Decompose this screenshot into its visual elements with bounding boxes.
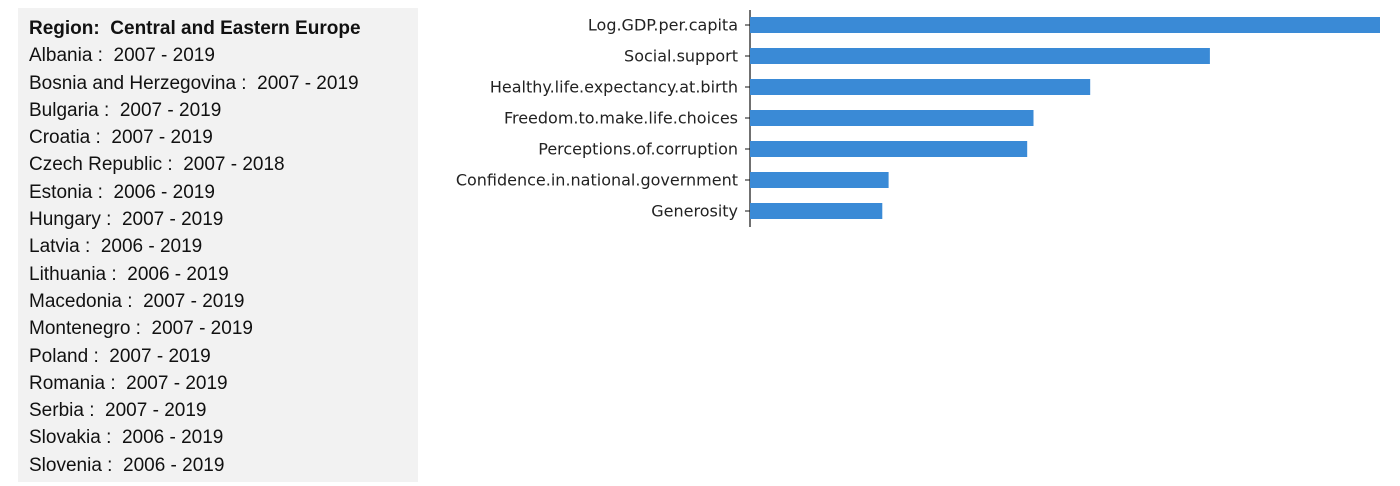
bar-confidence-in-national-government	[750, 172, 889, 188]
country-name: Montenegro	[29, 318, 131, 340]
country-row: Serbia : 2007 - 2019	[29, 397, 418, 424]
country-year-range: 2007 - 2019	[126, 372, 228, 394]
country-row: Bulgaria : 2007 - 2019	[29, 97, 418, 124]
country-year-range: 2007 - 2019	[121, 209, 224, 231]
country-separator: :	[100, 427, 122, 449]
bar-generosity	[750, 203, 883, 219]
bar-log-gdp-per-capita	[750, 17, 1380, 33]
country-name: Poland	[29, 345, 89, 367]
country-name: Lithuania	[29, 263, 107, 285]
country-year-range: 2006 - 2019	[100, 236, 203, 258]
country-year-range: 2007 - 2019	[105, 400, 207, 422]
country-name: Romania	[29, 372, 106, 394]
region-title: Region: Central and Eastern Europe	[29, 15, 418, 42]
y-tick-label: Generosity	[651, 202, 738, 221]
country-separator: :	[90, 127, 112, 149]
country-name: Slovenia	[29, 454, 102, 476]
country-name: Albania	[29, 45, 93, 67]
y-tick-label: Social.support	[624, 47, 738, 66]
feature-importance-chart: Log.GDP.per.capita Social.support Healthy.…	[420, 0, 1400, 240]
country-separator: :	[106, 263, 128, 285]
country-year-range: 2007 - 2019	[109, 345, 211, 367]
country-row: Slovakia : 2006 - 2019	[29, 424, 418, 451]
country-row: Estonia : 2006 - 2019	[29, 179, 418, 206]
country-name: Croatia	[29, 127, 91, 149]
country-row: Latvia : 2006 - 2019	[29, 233, 418, 260]
y-tick-label: Confidence.in.national.government	[456, 171, 738, 190]
country-name: Bosnia and Herzegovina	[29, 72, 237, 94]
country-row: Croatia : 2007 - 2019	[29, 124, 418, 151]
bar-freedom-to-make-life-choices	[750, 110, 1034, 126]
country-row: Macedonia : 2007 - 2019	[29, 288, 418, 315]
country-separator: :	[92, 181, 114, 203]
bar-chart-svg: Log.GDP.per.capita Social.support Healthy.…	[456, 10, 1380, 227]
country-year-range: 2006 - 2019	[113, 181, 215, 203]
country-year-range: 2007 - 2019	[119, 99, 222, 121]
country-name: Slovakia	[29, 427, 101, 449]
bar-social-support	[750, 48, 1210, 64]
country-name: Czech Republic	[29, 154, 163, 176]
country-year-range: 2006 - 2019	[121, 427, 224, 449]
country-year-range: 2007 - 2019	[113, 45, 215, 67]
y-tick-label: Log.GDP.per.capita	[588, 16, 738, 35]
country-row: Montenegro : 2007 - 2019	[29, 315, 418, 342]
country-row: Slovenia : 2006 - 2019	[29, 452, 418, 479]
country-separator: :	[100, 209, 122, 231]
country-separator: :	[236, 72, 258, 94]
country-separator: :	[162, 154, 184, 176]
country-separator: :	[130, 318, 152, 340]
country-name: Estonia	[29, 181, 93, 203]
country-year-range: 2006 - 2019	[123, 454, 225, 476]
country-row: Poland : 2007 - 2019	[29, 343, 418, 370]
country-separator: :	[105, 372, 127, 394]
country-year-range: 2007 - 2019	[111, 127, 213, 149]
region-name: Central and Eastern Europe	[110, 18, 361, 39]
y-tick-label: Perceptions.of.corruption	[538, 140, 738, 159]
country-separator: :	[88, 345, 110, 367]
country-row: Lithuania : 2006 - 2019	[29, 261, 418, 288]
country-name: Latvia	[29, 236, 80, 258]
country-separator: :	[92, 45, 114, 67]
country-separator: :	[101, 454, 124, 476]
country-year-range: 2007 - 2019	[143, 290, 245, 312]
country-name: Bulgaria	[29, 99, 99, 121]
country-separator: :	[121, 290, 144, 312]
country-year-range: 2006 - 2019	[127, 263, 229, 285]
country-year-range: 2007 - 2019	[151, 318, 253, 340]
country-year-range: 2007 - 2018	[183, 154, 285, 176]
region-label: Region:	[29, 18, 100, 39]
bar-perceptions-of-corruption	[750, 141, 1028, 157]
country-list: Albania : 2007 - 2019 Bosnia and Herzegov…	[29, 42, 418, 479]
bar-healthy-life-expectancy-at-birth	[750, 79, 1091, 95]
country-row: Bosnia and Herzegovina : 2007 - 2019	[29, 70, 418, 97]
country-separator: :	[98, 99, 120, 121]
country-separator: :	[79, 236, 101, 258]
country-row: Romania : 2007 - 2019	[29, 370, 418, 397]
country-name: Macedonia	[29, 290, 122, 312]
country-separator: :	[83, 400, 106, 422]
country-row: Hungary : 2007 - 2019	[29, 206, 418, 233]
y-tick-label: Freedom.to.make.life.choices	[504, 109, 738, 128]
region-panel: Region: Central and Eastern Europe Alban…	[18, 8, 418, 482]
country-name: Serbia	[29, 400, 84, 422]
y-tick-label: Healthy.life.expectancy.at.birth	[490, 78, 738, 97]
country-row: Albania : 2007 - 2019	[29, 42, 418, 69]
country-name: Hungary	[29, 209, 101, 231]
country-year-range: 2007 - 2019	[257, 72, 359, 94]
country-row: Czech Republic : 2007 - 2018	[29, 151, 418, 178]
